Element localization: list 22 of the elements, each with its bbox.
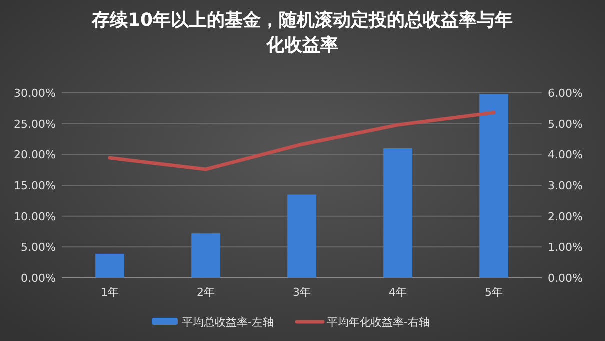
x-tick-label: 3年 — [293, 286, 311, 299]
y2-tick-label: 3.00% — [548, 180, 583, 192]
legend-label: 平均总收益率-左轴 — [182, 316, 274, 329]
y-tick-label: 30.00% — [14, 87, 56, 100]
legend-label: 平均年化收益率-右轴 — [327, 316, 430, 329]
y2-tick-label: 6.00% — [548, 87, 583, 100]
y2-tick-label: 4.00% — [548, 148, 583, 162]
y2-tick-label: 0.00% — [548, 272, 583, 285]
y-tick-label: 25.00% — [14, 118, 56, 131]
y2-tick-label: 5.00% — [548, 118, 583, 131]
y-tick-label: 10.00% — [14, 210, 56, 224]
y2-tick-label: 2.00% — [548, 210, 583, 224]
y2-tick-label: 1.00% — [548, 241, 583, 254]
x-tick-label: 1年 — [101, 286, 119, 299]
chart-title: 存续10年以上的基金，随机滚动定投的总收益率与年化收益率 — [90, 10, 514, 56]
x-tick-label: 2年 — [197, 286, 215, 299]
y-tick-label: 15.00% — [14, 180, 56, 192]
y-tick-label: 0.00% — [21, 272, 56, 285]
x-tick-label: 5年 — [485, 286, 503, 299]
x-tick-label: 4年 — [389, 286, 407, 299]
y-tick-label: 20.00% — [14, 148, 56, 162]
y-tick-label: 5.00% — [21, 241, 56, 254]
